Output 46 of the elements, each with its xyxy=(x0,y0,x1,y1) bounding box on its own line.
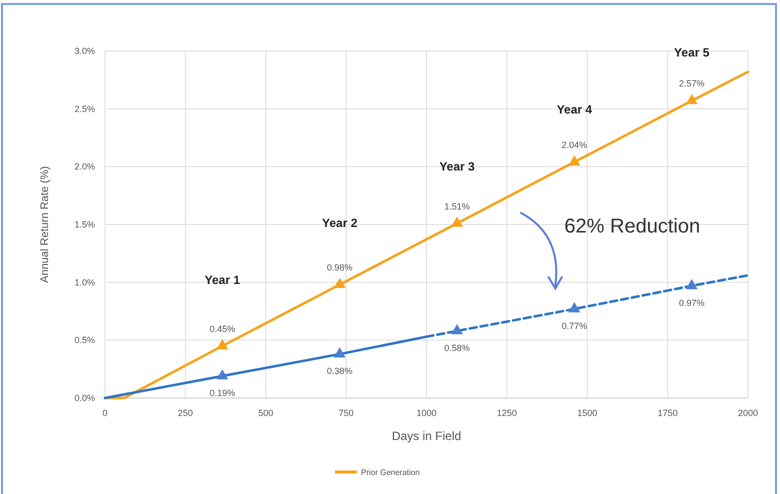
annotation: Year 3 xyxy=(439,159,476,174)
x-tick-label: 0 xyxy=(102,408,108,418)
point xyxy=(568,302,580,312)
y-tick-label: 1.5% xyxy=(74,220,95,230)
y-axis-title: Annual Return Rate (%) xyxy=(39,166,51,283)
x-tick-label: 2000 xyxy=(738,408,758,418)
point xyxy=(334,278,346,288)
x-tick-label: 500 xyxy=(258,408,274,418)
annotation: Year 1 xyxy=(204,272,240,287)
data-label: 2.04% xyxy=(562,140,588,150)
point xyxy=(686,94,698,104)
point xyxy=(686,279,698,290)
point xyxy=(568,155,580,166)
point xyxy=(451,324,463,334)
data-label: 2.57% xyxy=(678,78,705,89)
y-tick-label: 2.5% xyxy=(74,104,95,114)
point xyxy=(216,339,228,350)
x-tick-label: 1750 xyxy=(658,408,678,418)
x-axis-title: Days in Field xyxy=(392,429,462,443)
data-label: 0.19% xyxy=(210,388,236,398)
annotation: Year 5 xyxy=(674,46,710,60)
data-label: 0.97% xyxy=(678,298,705,308)
point xyxy=(216,369,228,380)
x-tick-label: 750 xyxy=(338,408,354,418)
x-tick-label: 1500 xyxy=(577,408,598,418)
data-label: 0.58% xyxy=(444,342,470,353)
point xyxy=(451,216,463,227)
point xyxy=(334,347,346,358)
data-label: 1.51% xyxy=(444,201,470,212)
legend-label: Prior Generation xyxy=(361,468,420,477)
annotation: Year 2 xyxy=(322,216,358,230)
y-tick-label: 1.0% xyxy=(74,277,95,288)
y-tick-label: 2.0% xyxy=(74,162,95,172)
data-label: 0.98% xyxy=(326,262,352,273)
data-label: 0.45% xyxy=(210,324,236,334)
y-tick-label: 0.0% xyxy=(74,393,95,403)
y-tick-label: 3.0% xyxy=(74,46,95,56)
data-label: 0.77% xyxy=(562,320,588,331)
line-series xyxy=(104,70,750,400)
annotation: Year 4 xyxy=(556,102,592,117)
x-tick-label: 1000 xyxy=(416,408,437,418)
y-tick-label: 0.5% xyxy=(74,335,95,346)
annotation: 62% Reduction xyxy=(564,216,700,238)
data-label: 0.38% xyxy=(326,366,352,376)
x-tick-label: 250 xyxy=(178,408,193,418)
x-tick-label: 1250 xyxy=(496,408,517,418)
